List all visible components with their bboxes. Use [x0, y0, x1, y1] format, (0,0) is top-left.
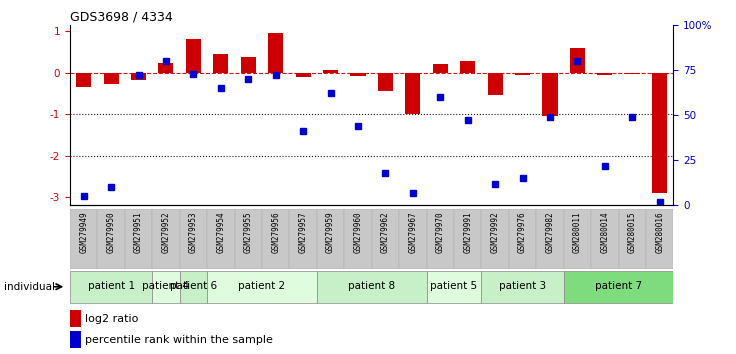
Text: GSM279949: GSM279949 — [79, 212, 88, 253]
Text: log2 ratio: log2 ratio — [85, 314, 138, 324]
Bar — [625, 73, 640, 74]
Bar — [70, 331, 81, 348]
Text: GSM279954: GSM279954 — [216, 212, 225, 253]
Bar — [268, 33, 283, 73]
Bar — [70, 271, 152, 303]
Bar — [152, 271, 180, 303]
Bar — [646, 209, 673, 269]
Bar — [427, 271, 481, 303]
Bar — [460, 61, 475, 73]
Bar — [289, 209, 316, 269]
Text: GSM279991: GSM279991 — [463, 212, 473, 253]
Bar — [207, 209, 235, 269]
Text: GSM279953: GSM279953 — [189, 212, 198, 253]
Bar — [406, 73, 420, 114]
Bar — [591, 209, 618, 269]
Text: patient 4: patient 4 — [142, 281, 189, 291]
Bar — [316, 271, 427, 303]
Text: GSM279982: GSM279982 — [545, 212, 554, 253]
Bar — [125, 209, 152, 269]
Bar — [131, 73, 146, 80]
Text: GSM279967: GSM279967 — [408, 212, 417, 253]
Bar — [564, 271, 673, 303]
Text: GSM280014: GSM280014 — [601, 212, 609, 253]
Bar — [515, 73, 530, 75]
Bar — [509, 209, 537, 269]
Bar — [537, 209, 564, 269]
Text: GSM279970: GSM279970 — [436, 212, 445, 253]
Text: GSM279959: GSM279959 — [326, 212, 335, 253]
Bar — [158, 63, 174, 73]
Bar — [241, 57, 256, 73]
Text: GSM279951: GSM279951 — [134, 212, 143, 253]
Bar — [570, 47, 585, 73]
Bar — [70, 209, 97, 269]
Text: GSM280011: GSM280011 — [573, 212, 582, 253]
Text: GSM279992: GSM279992 — [491, 212, 500, 253]
Bar — [564, 209, 591, 269]
Text: patient 1: patient 1 — [88, 281, 135, 291]
Bar — [180, 209, 207, 269]
Bar — [316, 209, 344, 269]
Text: percentile rank within the sample: percentile rank within the sample — [85, 335, 273, 345]
Text: individual: individual — [4, 282, 54, 292]
Bar — [399, 209, 427, 269]
Text: GDS3698 / 4334: GDS3698 / 4334 — [70, 11, 173, 24]
Text: patient 7: patient 7 — [595, 281, 642, 291]
Text: GSM280016: GSM280016 — [655, 212, 664, 253]
Bar — [213, 54, 228, 73]
Bar — [185, 39, 201, 73]
Bar — [598, 73, 612, 75]
Bar — [97, 209, 125, 269]
Bar — [344, 209, 372, 269]
Text: GSM279955: GSM279955 — [244, 212, 252, 253]
Bar — [262, 209, 289, 269]
Bar — [76, 73, 91, 87]
Bar — [542, 73, 558, 116]
Text: patient 6: patient 6 — [170, 281, 217, 291]
Bar — [427, 209, 454, 269]
Bar — [372, 209, 399, 269]
Bar — [487, 73, 503, 95]
Text: GSM279962: GSM279962 — [381, 212, 390, 253]
Bar — [433, 64, 447, 73]
Text: GSM279957: GSM279957 — [299, 212, 308, 253]
Bar — [70, 310, 81, 327]
Bar — [378, 73, 393, 91]
Text: patient 5: patient 5 — [431, 281, 478, 291]
Bar — [296, 73, 311, 77]
Text: GSM279952: GSM279952 — [161, 212, 171, 253]
Bar — [207, 271, 316, 303]
Bar — [454, 209, 481, 269]
Text: GSM280015: GSM280015 — [628, 212, 637, 253]
Text: GSM279960: GSM279960 — [353, 212, 362, 253]
Text: patient 8: patient 8 — [348, 281, 395, 291]
Bar — [152, 209, 180, 269]
Bar — [235, 209, 262, 269]
Bar — [104, 73, 118, 84]
Text: GSM279976: GSM279976 — [518, 212, 527, 253]
Bar — [350, 73, 366, 76]
Text: GSM279950: GSM279950 — [107, 212, 116, 253]
Text: patient 2: patient 2 — [238, 281, 286, 291]
Bar — [652, 73, 668, 193]
Bar — [618, 209, 646, 269]
Bar — [323, 70, 338, 73]
Bar — [481, 271, 564, 303]
Bar — [180, 271, 207, 303]
Text: GSM279956: GSM279956 — [271, 212, 280, 253]
Bar — [481, 209, 509, 269]
Text: patient 3: patient 3 — [499, 281, 546, 291]
